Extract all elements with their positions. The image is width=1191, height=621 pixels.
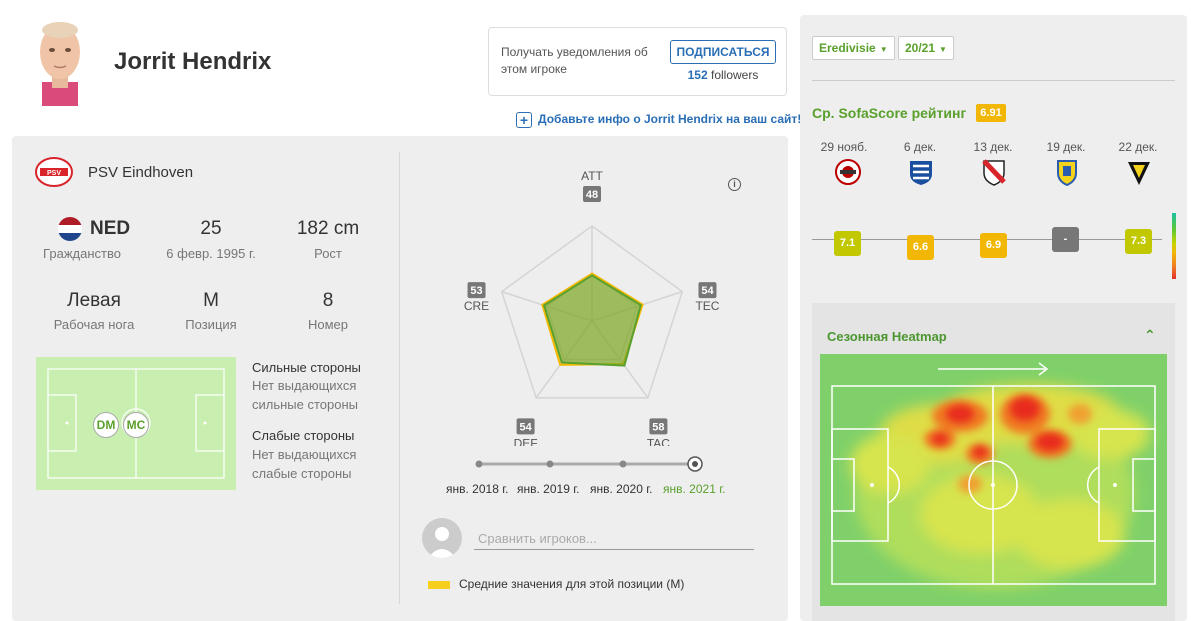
match-date: 29 нояб. xyxy=(820,140,868,154)
plus-icon: + xyxy=(516,112,532,128)
timeline-point-2018[interactable] xyxy=(475,460,483,468)
flag-netherlands-icon xyxy=(58,217,82,241)
attribute-radar-chart: 48 ATT 54 TEC 58 TAC 54 DEF 53 CRE xyxy=(464,169,720,446)
match-rating[interactable]: 7.3 xyxy=(1125,229,1152,254)
radar-grid xyxy=(500,225,684,399)
foot-label: Рабочая нога xyxy=(53,317,135,332)
radar-value-badge-tac xyxy=(649,418,668,435)
section-divider xyxy=(812,80,1175,81)
radar-value-badge-tec xyxy=(698,282,717,299)
match-date: 13 дек. xyxy=(973,140,1013,154)
team-logo-psv-icon: PSV xyxy=(34,156,74,188)
follow-text: Получать уведомления об этом игроке xyxy=(501,45,648,76)
league-dropdown[interactable]: Eredivisie ▼ xyxy=(812,36,895,60)
position-label: Позиция xyxy=(185,317,237,332)
timeline-label-2021[interactable]: янв. 2021 г. xyxy=(663,482,726,496)
position-value: M xyxy=(203,290,219,311)
match-rating[interactable]: 6.9 xyxy=(980,233,1007,258)
number-value: 8 xyxy=(322,290,334,311)
followers-label: followers xyxy=(711,68,759,82)
number-label: Номер xyxy=(307,317,348,332)
match-rating[interactable]: 7.1 xyxy=(834,231,861,256)
heatmap-title: Сезонная Heatmap xyxy=(827,329,947,344)
radar-value-tec: 54 xyxy=(701,285,714,297)
height-label: Рост xyxy=(314,246,342,261)
radar-label-att: ATT xyxy=(581,169,603,183)
follow-box: Получать уведомления об этом игроке ПОДП… xyxy=(488,27,787,96)
weaknesses-title: Слабые стороны xyxy=(252,428,355,443)
birthdate-label: 6 февр. 1995 г. xyxy=(166,246,256,261)
compare-avatar-icon xyxy=(422,518,462,558)
season-value: 20/21 xyxy=(905,41,936,55)
player-avatar xyxy=(24,16,96,106)
subscribe-button[interactable]: ПОДПИСАТЬСЯ xyxy=(670,40,776,64)
radar-value-badge-def xyxy=(516,418,535,435)
rating-color-scale xyxy=(1172,213,1176,279)
match-date: 19 дек. xyxy=(1046,140,1086,154)
average-rating-badge: 6.91 xyxy=(976,104,1006,122)
rating-title: Ср. SofaScore рейтинг xyxy=(812,105,967,121)
strengths-title: Сильные стороны xyxy=(252,360,361,375)
followers-number: 152 xyxy=(687,68,708,82)
radar-value-def: 54 xyxy=(519,421,532,433)
nationality-label: Гражданство xyxy=(43,246,121,261)
player-name: Jorrit Hendrix xyxy=(114,48,272,75)
info-icon[interactable]: i xyxy=(728,178,741,191)
radar-value-tac: 58 xyxy=(652,421,664,433)
timeline-point-2020[interactable] xyxy=(619,460,627,468)
average-legend-text: Средние значения для этой позиции (M) xyxy=(459,577,685,591)
timeline-label-2019[interactable]: янв. 2019 г. xyxy=(517,482,580,496)
position-badge-mc: MC xyxy=(123,412,149,438)
season-dropdown[interactable]: 20/21 ▼ xyxy=(898,36,954,60)
season-heatmap xyxy=(820,354,1167,606)
add-info-text: Добавьте инфо о Jorrit Hendrix на ваш са… xyxy=(538,112,802,127)
radar-value-badge-cre xyxy=(467,282,486,299)
strengths-text: Нет выдающихся сильные стороны xyxy=(252,378,359,412)
age-value: 25 xyxy=(200,218,222,239)
season-stats-panel: Eredivisie ▼ 20/21 ▼ Ср. SofaScore рейтинг… xyxy=(800,15,1187,621)
season-timeline[interactable] xyxy=(467,452,727,476)
timeline-label-2020[interactable]: янв. 2020 г. xyxy=(590,482,653,496)
timeline-point-2019[interactable] xyxy=(546,460,554,468)
radar-label-cre: CRE xyxy=(464,299,489,313)
foot-value: Левая xyxy=(67,290,121,311)
radar-label-tec: TEC xyxy=(695,299,719,313)
match-rating[interactable]: 6.6 xyxy=(907,235,934,260)
match-date: 22 дек. xyxy=(1118,140,1158,154)
chevron-down-icon: ▼ xyxy=(939,45,947,54)
opponent-logo-icon[interactable] xyxy=(907,158,935,186)
opponent-logo-icon[interactable] xyxy=(1125,158,1153,186)
radar-label-tac: TAC xyxy=(647,436,670,446)
radar-value-badge-att xyxy=(583,186,601,202)
position-badge-dm: DM xyxy=(93,412,119,438)
chevron-down-icon: ▼ xyxy=(879,45,888,54)
match-date: 6 дек. xyxy=(903,140,937,154)
panel-divider xyxy=(399,152,400,604)
average-legend-swatch xyxy=(428,581,450,589)
match-rating[interactable]: - xyxy=(1052,227,1079,252)
weaknesses-text: Нет выдающихся слабые стороны xyxy=(252,447,357,481)
radar-player-area xyxy=(542,274,642,367)
player-details-panel: PSV PSV Eindhoven NED Гражданство 25 6 ф… xyxy=(12,136,788,621)
timeline-label-2018[interactable]: янв. 2018 г. xyxy=(446,482,509,496)
radar-label-def: DEF xyxy=(514,436,538,446)
add-info-link[interactable]: + Добавьте инфо о Jorrit Hendrix на ваш с… xyxy=(516,112,801,128)
team-name[interactable]: PSV Eindhoven xyxy=(88,164,194,181)
svg-text:PSV: PSV xyxy=(47,170,61,177)
height-value: 182 cm xyxy=(296,218,360,239)
compare-players-input[interactable]: Сравнить игроков... xyxy=(474,528,754,550)
heatmap-card: Сезонная Heatmap ⌃ xyxy=(812,303,1175,621)
opponent-logo-icon[interactable] xyxy=(1053,158,1081,186)
opponent-logo-icon[interactable] xyxy=(980,158,1008,186)
position-pitch: DM MC xyxy=(36,357,236,490)
followers-count: 152 followers xyxy=(665,68,781,82)
radar-value-att: 48 xyxy=(586,189,598,201)
opponent-logo-icon[interactable] xyxy=(834,158,862,186)
nationality-value: NED xyxy=(90,218,131,239)
league-value: Eredivisie xyxy=(819,41,876,55)
radar-value-cre: 53 xyxy=(470,285,482,297)
chevron-up-icon[interactable]: ⌃ xyxy=(1144,327,1156,343)
